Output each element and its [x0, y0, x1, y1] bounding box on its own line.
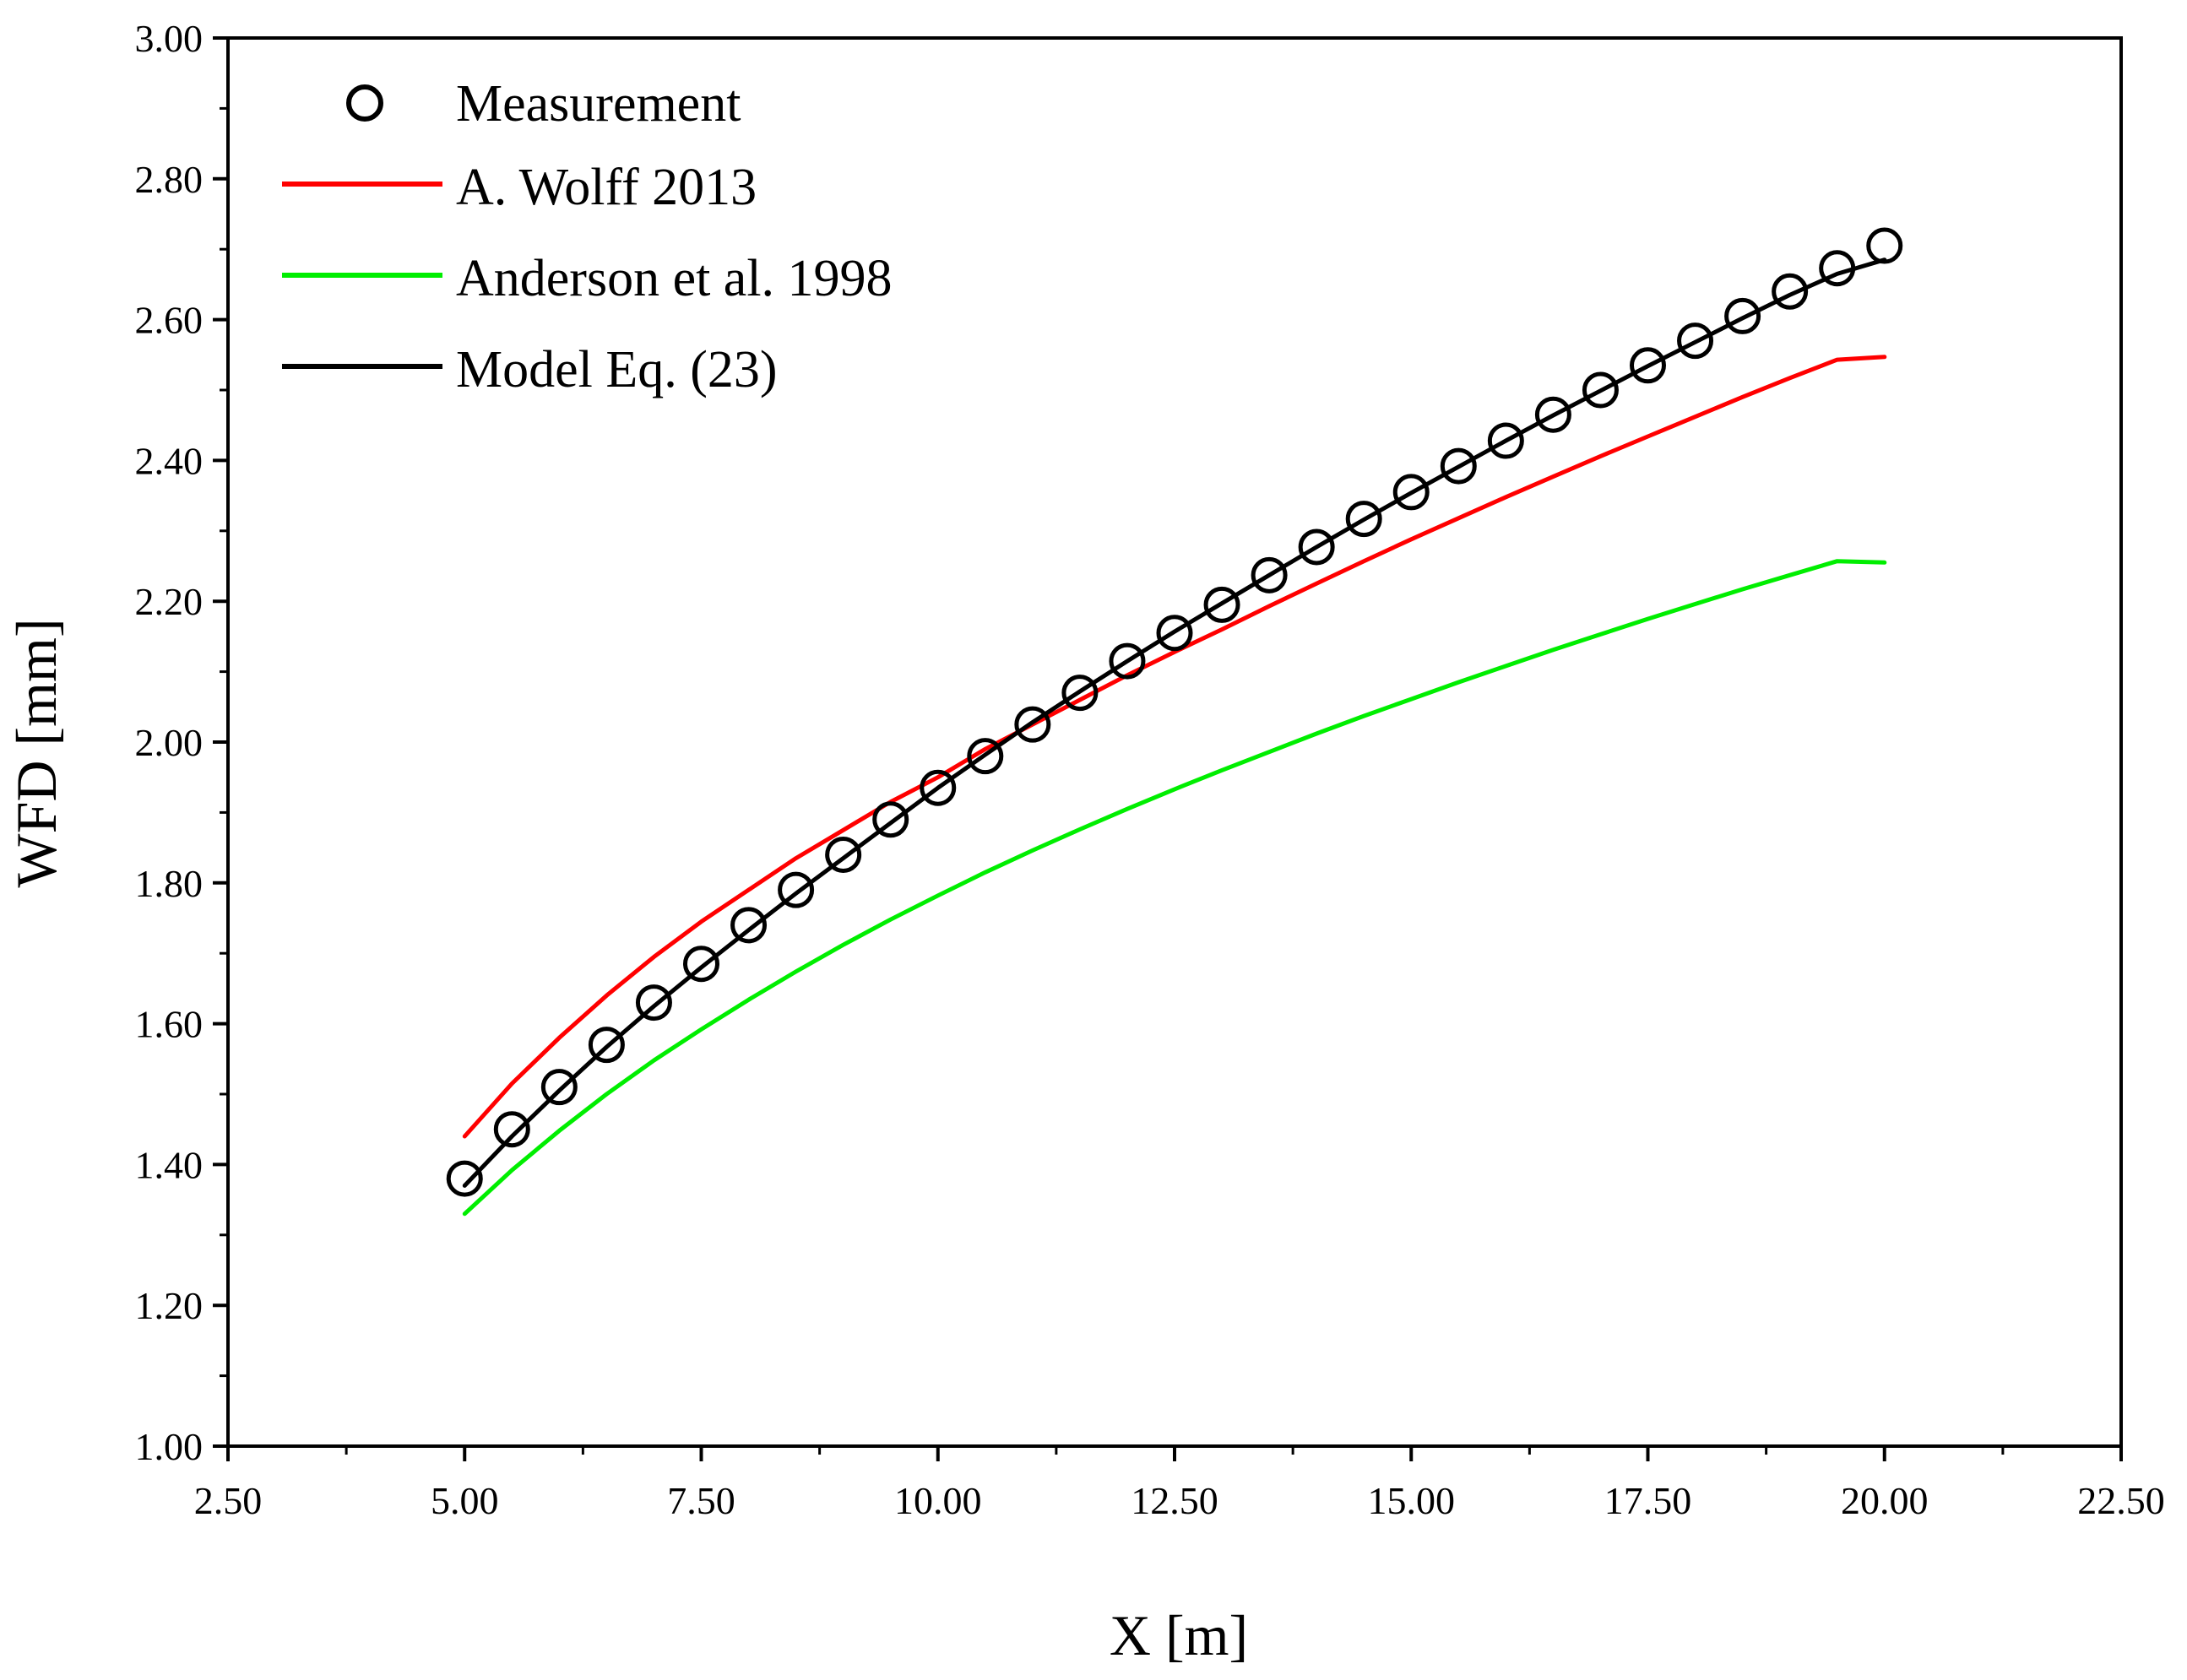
- data-point-measurement: [1630, 347, 1666, 384]
- data-point-measurement: [967, 738, 1004, 775]
- data-point-measurement: [1677, 322, 1714, 360]
- data-point-measurement: [1203, 586, 1240, 623]
- x-axis: 2.50 5.00 7.50 10.00 12.50 15.00 17.50 20.00 22.…: [194, 1446, 2165, 1522]
- data-point-measurement: [1866, 227, 1903, 264]
- y-tick-label: 3.00: [135, 17, 204, 60]
- x-axis-title: X [m]: [1110, 1603, 1248, 1667]
- x-tick-label: 12.50: [1131, 1479, 1218, 1522]
- data-point-measurement: [683, 946, 719, 983]
- legend-label-model: Model Eq. (23): [456, 341, 778, 398]
- legend-label-anderson: Anderson et al. 1998: [456, 250, 893, 307]
- y-tick-label: 2.20: [135, 580, 204, 623]
- data-point-measurement: [1298, 528, 1335, 566]
- data-point-measurement: [1440, 447, 1477, 485]
- data-point-measurement: [730, 907, 768, 944]
- y-tick-label: 1.20: [135, 1284, 204, 1327]
- data-point-measurement: [1772, 273, 1809, 310]
- data-point-measurement: [540, 1069, 578, 1106]
- x-tick-label: 15.00: [1368, 1479, 1456, 1522]
- x-tick-label: 2.50: [194, 1479, 263, 1522]
- legend-label-wolff: A. Wolff 2013: [456, 159, 757, 216]
- legend-label-measurement: Measurement: [456, 75, 741, 133]
- series-line-a-wolff-2013: [462, 355, 1887, 1139]
- y-tick-label: 2.40: [135, 439, 204, 482]
- data-point-measurement: [446, 1160, 483, 1197]
- y-tick-label: 1.00: [135, 1425, 204, 1468]
- x-tick-label: 20.00: [1841, 1479, 1929, 1522]
- y-tick-label: 1.80: [135, 862, 204, 905]
- legend-marker-measurement: [346, 84, 383, 122]
- x-tick-label: 17.50: [1604, 1479, 1692, 1522]
- data-point-measurement: [1109, 642, 1146, 680]
- data-point-measurement: [1534, 396, 1571, 433]
- y-tick-label: 2.00: [135, 721, 204, 764]
- data-point-measurement: [635, 984, 672, 1022]
- data-point-measurement: [1345, 501, 1382, 538]
- x-tick-label: 7.50: [667, 1479, 735, 1522]
- data-point-measurement: [920, 769, 957, 806]
- series-line-anderson-et-al-1998: [462, 559, 1887, 1217]
- data-point-measurement: [588, 1027, 625, 1064]
- data-point-measurement: [1582, 371, 1619, 409]
- x-tick-label: 5.00: [431, 1479, 499, 1522]
- y-tick-label: 1.40: [135, 1143, 204, 1186]
- y-tick-label: 1.60: [135, 1003, 204, 1046]
- data-point-measurement: [1061, 675, 1099, 712]
- data-point-measurement: [778, 871, 815, 908]
- data-point-measurement: [1487, 422, 1524, 459]
- y-axis: 1.00 1.20 1.40 1.60 1.80 2.00 2.20 2.40 2.60 2.80…: [135, 17, 228, 1468]
- y-tick-label: 2.60: [135, 299, 204, 342]
- data-point-measurement: [1251, 556, 1288, 593]
- data-point-measurement: [1724, 297, 1761, 334]
- series-layer: [446, 227, 1903, 1217]
- x-tick-label: 22.50: [2077, 1479, 2165, 1522]
- data-point-measurement: [1156, 615, 1193, 652]
- series-line-model-eq-23: [462, 257, 1887, 1188]
- y-tick-label: 2.80: [135, 158, 204, 201]
- data-point-measurement: [1014, 706, 1051, 743]
- y-axis-title: WFD [mm]: [4, 618, 68, 887]
- data-point-measurement: [872, 801, 909, 838]
- data-point-measurement: [1392, 474, 1430, 511]
- data-point-measurement: [1819, 250, 1856, 287]
- legend: Measurement A. Wolff 2013 Anderson et al…: [282, 75, 893, 398]
- x-tick-label: 10.00: [894, 1479, 982, 1522]
- data-point-measurement: [825, 836, 862, 873]
- data-point-measurement: [493, 1111, 530, 1148]
